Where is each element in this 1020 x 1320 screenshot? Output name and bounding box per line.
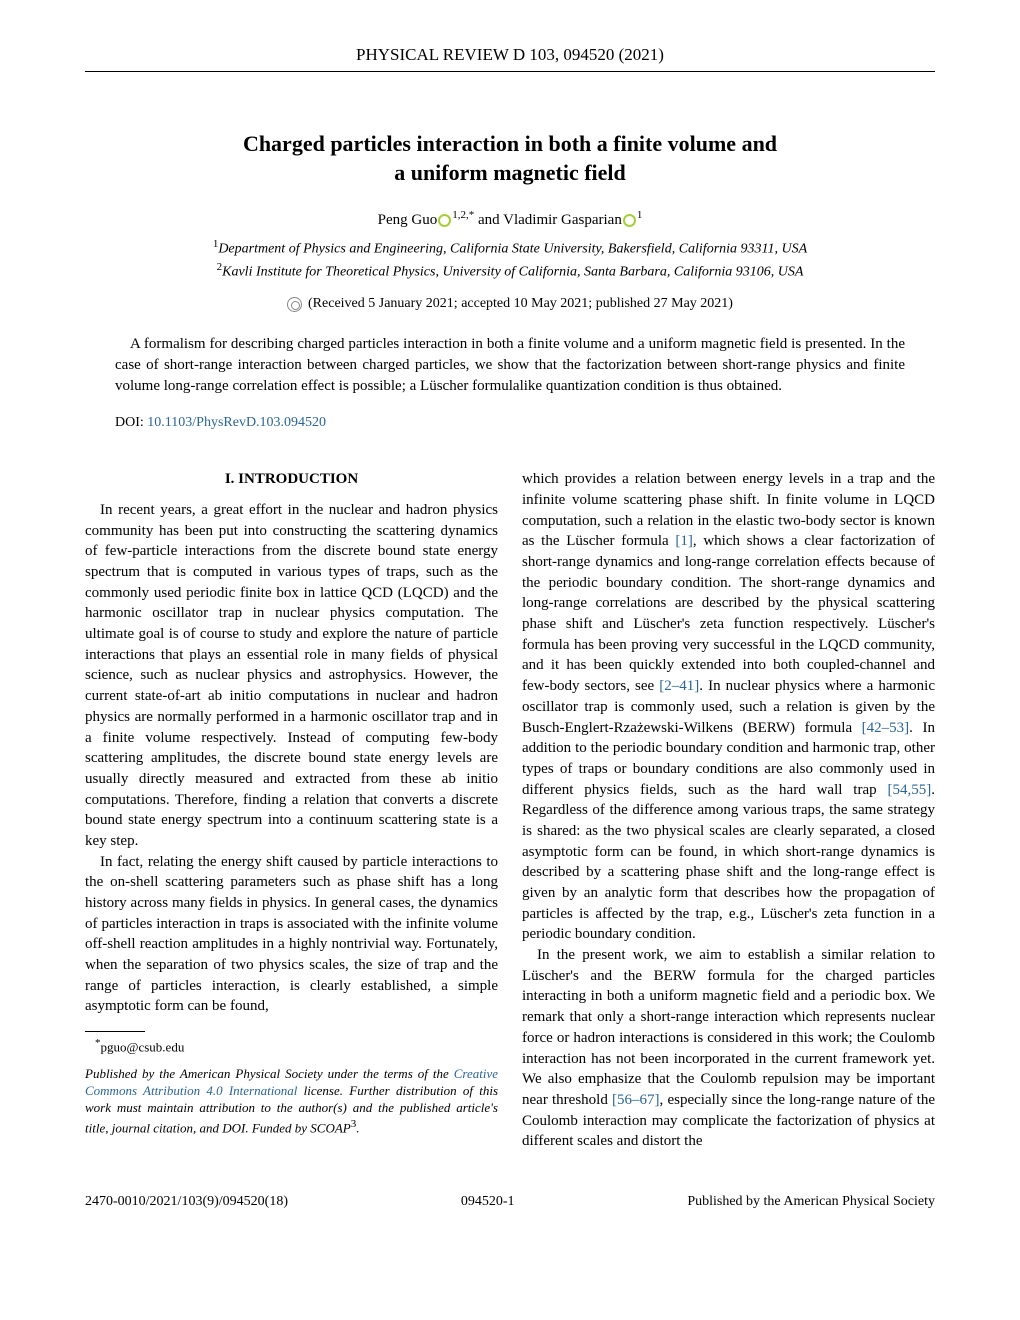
body-paragraph: which provides a relation between energy… xyxy=(522,469,935,945)
author-2-affil: 1 xyxy=(637,209,643,221)
authors-and: and xyxy=(474,212,503,228)
citation-link[interactable]: [56–67] xyxy=(612,1092,660,1108)
page-footer: 2470-0010/2021/103(9)/094520(18) 094520-… xyxy=(85,1194,935,1210)
author-2: Vladimir Gasparian xyxy=(503,212,622,228)
license-part-3: . xyxy=(356,1120,359,1135)
doi-label: DOI: xyxy=(115,415,147,430)
citation-link[interactable]: [42–53] xyxy=(862,720,910,736)
orcid-icon[interactable] xyxy=(623,214,636,227)
authors-line: Peng Guo 1,2,* and Vladimir Gasparian 1 xyxy=(85,209,935,229)
title-line-1: Charged particles interaction in both a … xyxy=(243,131,777,156)
citation-link[interactable]: [54,55] xyxy=(888,782,932,798)
affiliations: 1Department of Physics and Engineering, … xyxy=(85,237,935,282)
doi-line: DOI: 10.1103/PhysRevD.103.094520 xyxy=(115,415,905,431)
body-paragraph: In the present work, we aim to establish… xyxy=(522,945,935,1152)
journal-header: PHYSICAL REVIEW D 103, 094520 (2021) xyxy=(85,45,935,72)
body-paragraph: In recent years, a great effort in the n… xyxy=(85,500,498,852)
title-line-2: a uniform magnetic field xyxy=(394,160,626,185)
text-span: , which shows a clear factorization of s… xyxy=(522,533,935,694)
footer-right: Published by the American Physical Socie… xyxy=(687,1194,935,1210)
text-span: In the present work, we aim to establish… xyxy=(522,947,935,1108)
corresponding-footnote: *pguo@csub.edu xyxy=(85,1036,498,1056)
footnote-rule xyxy=(85,1031,145,1032)
affiliation-2: Kavli Institute for Theoretical Physics,… xyxy=(222,264,803,279)
footnote-email: pguo@csub.edu xyxy=(101,1039,185,1054)
license-text: Published by the American Physical Socie… xyxy=(85,1066,498,1137)
author-1-affil: 1,2,* xyxy=(452,209,474,221)
right-column: which provides a relation between energy… xyxy=(522,469,935,1152)
footer-center: 094520-1 xyxy=(461,1194,515,1210)
article-title: Charged particles interaction in both a … xyxy=(85,130,935,187)
body-paragraph: In fact, relating the energy shift cause… xyxy=(85,852,498,1018)
affiliation-1: Department of Physics and Engineering, C… xyxy=(218,242,807,257)
text-span: . Regardless of the difference among var… xyxy=(522,782,935,943)
abstract: A formalism for describing charged parti… xyxy=(115,334,905,397)
left-column: I. INTRODUCTION In recent years, a great… xyxy=(85,469,498,1152)
publication-dates: (Received 5 January 2021; accepted 10 Ma… xyxy=(85,296,935,312)
open-access-icon xyxy=(287,297,302,312)
dates-text: (Received 5 January 2021; accepted 10 Ma… xyxy=(308,296,733,311)
citation-link[interactable]: [1] xyxy=(675,533,693,549)
author-1: Peng Guo xyxy=(378,212,438,228)
doi-link[interactable]: 10.1103/PhysRevD.103.094520 xyxy=(147,415,326,430)
section-heading: I. INTRODUCTION xyxy=(85,469,498,490)
license-part-1: Published by the American Physical Socie… xyxy=(85,1066,454,1081)
citation-link[interactable]: [2–41] xyxy=(659,678,699,694)
footer-left: 2470-0010/2021/103(9)/094520(18) xyxy=(85,1194,288,1210)
orcid-icon[interactable] xyxy=(438,214,451,227)
